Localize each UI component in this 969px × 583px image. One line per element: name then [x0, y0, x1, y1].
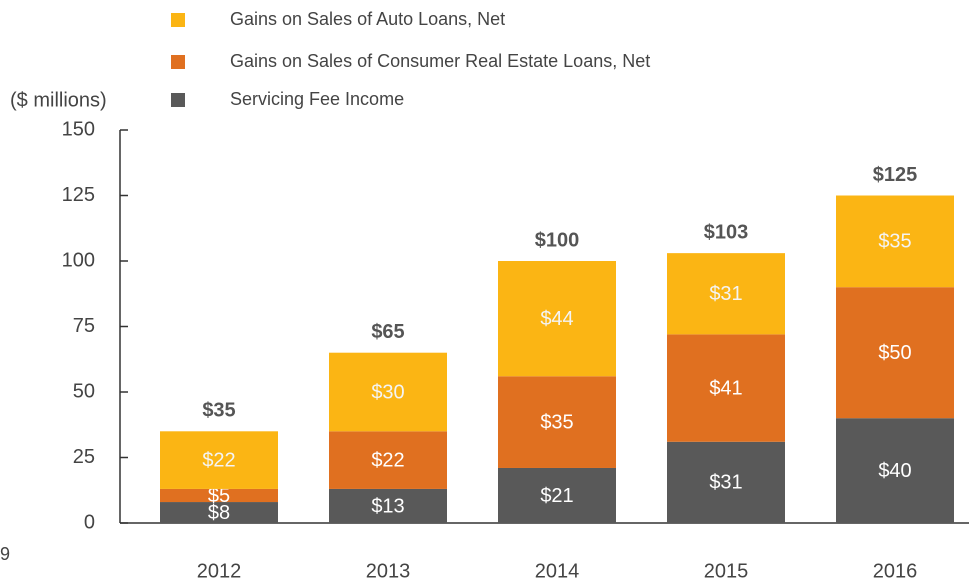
value-label: $22 [371, 449, 404, 471]
bar-segment [498, 467, 616, 523]
bar-segment [329, 431, 447, 489]
total-label: $103 [704, 221, 749, 243]
value-label: $5 [208, 485, 230, 507]
bar-segment [498, 376, 616, 468]
value-label: $41 [709, 377, 742, 399]
bar-segment [160, 502, 278, 523]
page-number: 9 [0, 544, 10, 564]
y-tick-label: 150 [62, 118, 95, 140]
bar-segment [160, 431, 278, 489]
bar-segment [667, 334, 785, 442]
total-label: $100 [535, 229, 580, 251]
bar-segment [667, 441, 785, 523]
x-tick-label: 2013 [366, 560, 411, 582]
y-tick-label: 0 [84, 511, 95, 533]
value-label: $35 [878, 231, 911, 253]
total-label: $35 [202, 400, 235, 422]
x-tick-label: 2012 [197, 560, 242, 582]
legend-label: Gains on Sales of Consumer Real Estate L… [230, 51, 650, 71]
bar-segment [836, 418, 954, 523]
bar-segment [836, 195, 954, 288]
legend-label: Servicing Fee Income [230, 89, 404, 109]
bar-segment [667, 253, 785, 335]
y-tick-label: 25 [73, 446, 95, 468]
x-tick-label: 2014 [535, 560, 580, 582]
value-label: $31 [709, 472, 742, 494]
value-label: $22 [202, 449, 235, 471]
bar-segment [836, 287, 954, 419]
value-label: $30 [371, 381, 404, 403]
y-tick-label: 75 [73, 315, 95, 337]
y-tick-label: 100 [62, 249, 95, 271]
bar-segment [160, 488, 278, 503]
value-label: $35 [540, 411, 573, 433]
total-label: $125 [873, 164, 918, 186]
legend-swatch [171, 93, 185, 107]
value-label: $31 [709, 283, 742, 305]
value-label: $44 [540, 308, 573, 330]
value-label: $8 [208, 502, 230, 524]
y-tick-label: 125 [62, 184, 95, 206]
x-tick-label: 2015 [704, 560, 749, 582]
value-label: $13 [371, 495, 404, 517]
value-label: $21 [540, 485, 573, 507]
y-tick-label: 50 [73, 380, 95, 402]
y-axis-label: ($ millions) [10, 89, 107, 111]
legend-swatch [171, 55, 185, 69]
x-tick-label: 2016 [873, 560, 918, 582]
bar-segment [329, 488, 447, 523]
legend-swatch [171, 13, 185, 27]
legend-label: Gains on Sales of Auto Loans, Net [230, 9, 505, 29]
value-label: $40 [878, 460, 911, 482]
bar-segment [329, 352, 447, 432]
total-label: $65 [371, 321, 404, 343]
bar-segment [498, 261, 616, 377]
value-label: $50 [878, 342, 911, 364]
